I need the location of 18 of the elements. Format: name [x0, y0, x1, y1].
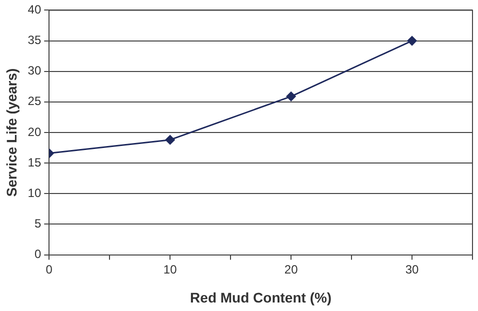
- point: [286, 92, 296, 102]
- y-tick-label: 15: [28, 155, 42, 170]
- y-tick-label: 40: [28, 2, 42, 17]
- x-tick-label: 0: [46, 262, 53, 276]
- y-tick-label: 35: [28, 33, 42, 48]
- x-axis-title: Red Mud Content (%): [190, 289, 332, 306]
- y-tick-label: 5: [34, 216, 42, 231]
- y-tick-label: 25: [28, 94, 42, 108]
- x-tick-label: 30: [405, 262, 420, 276]
- y-tick-label: 0: [34, 247, 42, 262]
- y-axis-title: Service Life (years): [3, 68, 20, 197]
- y-tick-label: 20: [28, 124, 42, 139]
- point: [165, 135, 175, 145]
- x-tick-label: 10: [163, 262, 178, 276]
- y-tick-label: 30: [28, 64, 42, 78]
- x-tick-label: 20: [284, 262, 298, 276]
- point: [407, 36, 417, 46]
- y-tick-label: 10: [28, 186, 42, 200]
